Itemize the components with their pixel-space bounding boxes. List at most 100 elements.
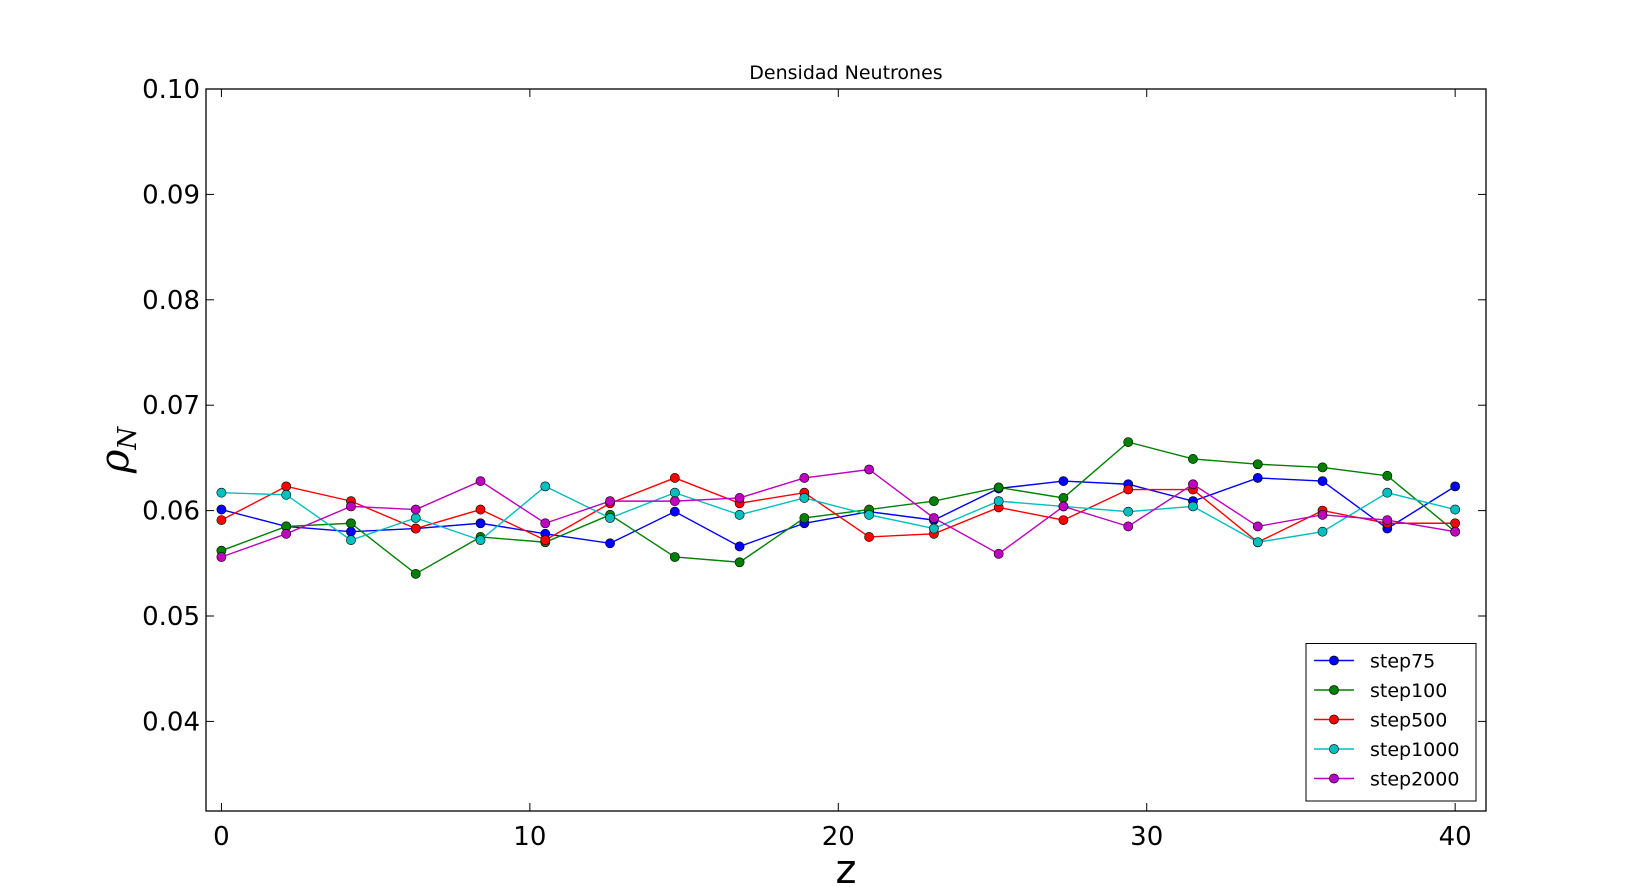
data-point: [1450, 526, 1461, 537]
data-point: [1450, 504, 1461, 515]
data-point: [346, 526, 356, 537]
data-point: [410, 523, 421, 534]
y-axis-label-sub: N: [113, 426, 143, 451]
legend-swatch-marker: [1329, 685, 1339, 695]
data-point: [993, 482, 1004, 493]
data-point: [993, 548, 1004, 559]
data-point: [216, 515, 227, 525]
series-step2000: [216, 464, 1461, 562]
series-step1000: [216, 481, 1461, 548]
data-point: [864, 509, 875, 520]
data-point: [929, 513, 939, 523]
x-axis-label: z: [836, 847, 857, 887]
legend-swatch-marker: [1329, 655, 1339, 666]
legend-item: step2000: [1314, 769, 1459, 791]
data-point: [669, 487, 680, 498]
data-point: [410, 568, 421, 579]
legend-label: step2000: [1370, 769, 1459, 791]
data-point: [864, 464, 875, 475]
y-tick-label: 0.05: [142, 602, 200, 632]
data-point: [281, 481, 292, 492]
data-point: [1123, 484, 1134, 495]
data-point: [475, 504, 486, 515]
plot-area: [205, 88, 1487, 812]
data-point: [734, 557, 745, 568]
data-point: [1450, 481, 1461, 492]
data-point: [1188, 479, 1198, 490]
data-point: [669, 496, 680, 507]
data-point: [864, 532, 875, 542]
data-point: [410, 513, 421, 523]
series-step500: [216, 473, 1461, 548]
data-point: [929, 496, 939, 507]
data-point: [346, 518, 356, 529]
data-point: [1382, 515, 1393, 525]
legend-swatch-marker: [1329, 744, 1339, 754]
data-point: [929, 523, 939, 534]
legend-label: step500: [1370, 710, 1447, 732]
x-tick-label: 30: [1130, 822, 1163, 852]
data-point: [281, 489, 292, 500]
data-point: [281, 528, 292, 539]
y-tick-label: 0.09: [142, 180, 200, 210]
data-point: [1188, 501, 1198, 512]
axis-ticks: 0 10 20 30 40 0.04 0.05 0.06 0.07 0.08 0.09 0.10: [142, 75, 1486, 852]
legend-label: step100: [1370, 680, 1447, 702]
series-layer: [216, 437, 1461, 579]
data-point: [1317, 526, 1328, 537]
y-tick-label: 0.06: [142, 497, 200, 527]
data-point: [605, 538, 615, 549]
series-line: [221, 485, 1456, 543]
data-point: [540, 535, 551, 546]
data-point: [1252, 473, 1263, 483]
data-point: [734, 541, 745, 552]
legend-item: step75: [1314, 651, 1435, 673]
data-point: [216, 504, 227, 515]
data-point: [605, 513, 615, 523]
series-line: [221, 441, 1456, 575]
data-point: [346, 501, 356, 512]
y-tick-label: 0.08: [142, 286, 200, 316]
data-point: [346, 535, 356, 546]
data-point: [734, 493, 745, 503]
data-point: [1058, 476, 1069, 486]
data-point: [1058, 515, 1069, 525]
data-point: [540, 481, 551, 492]
data-point: [1317, 462, 1328, 473]
data-point: [1317, 509, 1328, 520]
x-tick-label: 10: [513, 822, 546, 852]
x-tick-label: 20: [822, 822, 855, 852]
data-point: [799, 493, 810, 503]
legend-item: step1000: [1314, 739, 1459, 761]
legend-label: step75: [1370, 651, 1435, 673]
data-point: [475, 476, 486, 486]
data-point: [669, 473, 680, 483]
data-point: [216, 552, 227, 562]
y-axis-label: ρN: [92, 426, 143, 475]
data-point: [1123, 437, 1134, 447]
data-point: [1123, 506, 1134, 517]
data-point: [734, 509, 745, 520]
data-point: [540, 518, 551, 529]
x-tick-label: 40: [1439, 822, 1472, 852]
data-point: [1058, 493, 1069, 503]
x-tick-label: 0: [213, 822, 230, 852]
data-point: [1317, 476, 1328, 486]
data-point: [1123, 521, 1134, 532]
legend: step75 step100 step500 step1000 step2000: [1305, 643, 1477, 802]
data-point: [1252, 459, 1263, 470]
data-point: [799, 473, 810, 483]
chart-title: Densidad Neutrones: [749, 62, 942, 84]
series-line: [221, 477, 1456, 548]
data-point: [799, 513, 810, 523]
series-step100: [216, 437, 1461, 579]
legend-item: step500: [1314, 710, 1447, 732]
data-point: [605, 496, 615, 507]
legend-swatch-marker: [1329, 714, 1339, 725]
data-point: [1058, 501, 1069, 512]
data-point: [216, 487, 227, 498]
y-tick-label: 0.04: [142, 707, 200, 737]
data-point: [1382, 487, 1393, 498]
data-point: [1450, 518, 1461, 529]
